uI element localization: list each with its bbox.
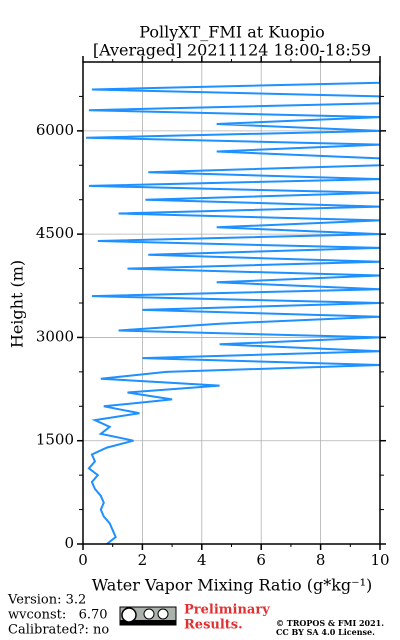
chart-title: PollyXT_FMI at Kuopio xyxy=(139,23,325,42)
status: Preliminary xyxy=(184,603,270,618)
x-tick-label: 8 xyxy=(316,551,326,569)
cc-badge xyxy=(119,606,177,626)
x-tick-label: 2 xyxy=(138,551,148,569)
y-tick-label: 0 xyxy=(64,534,74,552)
copyright: CC BY SA 4.0 License. xyxy=(276,627,375,637)
y-tick-label: 1500 xyxy=(36,431,74,449)
y-axis-label: Height (m) xyxy=(8,260,27,348)
x-tick-label: 0 xyxy=(78,551,88,569)
y-tick-label: 6000 xyxy=(36,121,74,139)
x-tick-label: 4 xyxy=(197,551,207,569)
wvconst: wvconst: 6.70 xyxy=(8,608,108,623)
chart-title: [Averaged] 20211124 18:00-18:59 xyxy=(93,41,371,60)
x-axis-label: Water Vapor Mixing Ratio (g*kg⁻¹) xyxy=(92,576,372,595)
status: Results. xyxy=(184,618,243,633)
profile-line xyxy=(85,75,380,544)
copyright: © TROPOS & FMI 2021. xyxy=(276,618,384,628)
calibrated: Calibrated?: no xyxy=(8,623,109,638)
y-tick-label: 3000 xyxy=(36,327,74,345)
x-tick-label: 10 xyxy=(370,551,389,569)
version: Version: 3.2 xyxy=(7,593,86,608)
x-tick-label: 6 xyxy=(256,551,266,569)
y-tick-label: 4500 xyxy=(36,224,74,242)
plot-frame xyxy=(82,61,381,545)
